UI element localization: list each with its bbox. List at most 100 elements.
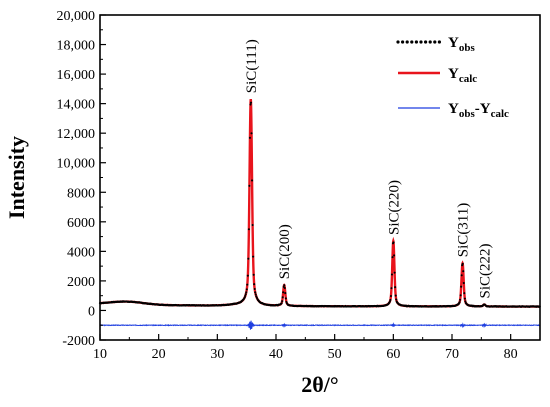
yobs-point [392,241,395,244]
y-tick-label: 0 [88,304,95,319]
legend-label-part: obs [459,42,476,54]
plot-frame [99,14,541,341]
yobs-point [461,262,464,265]
yobs-point [390,287,393,290]
yobs-point [247,257,250,260]
yobs-point [284,292,287,295]
yobs-point [253,283,256,286]
x-axis-title: 2θ/° [301,372,338,397]
yobs-point [248,184,251,187]
x-tick-label: 50 [328,347,342,362]
yobs-point [246,283,249,286]
yobs-point [254,291,257,294]
legend-swatch-yobs [424,40,428,44]
yobs-point [393,271,396,274]
yobs-point [463,292,466,295]
y-tick-label: 14,000 [57,98,96,113]
legend-label-part: obs [459,108,476,120]
series-difference-line [99,320,541,330]
series-yobs-points [98,101,541,308]
yobs-point [394,294,397,297]
legend-swatch-yobs [396,40,400,44]
yobs-point [281,296,284,299]
legend-swatch-yobs [428,40,432,44]
x-tick-label: 30 [210,347,224,362]
yobs-point [460,285,463,288]
legend-label: Ycalc [448,66,477,85]
yobs-point [251,179,254,182]
yobs-point [248,136,251,139]
yobs-point [245,288,248,291]
yobs-point [244,293,247,296]
yobs-point [391,256,394,259]
yobs-point [283,286,286,290]
yobs-point [458,301,461,304]
series-ycalc-line [100,99,540,308]
yobs-point [243,296,246,299]
peak-labels: SiC(111) SiC(200) SiC(220) SiC(311) SiC(222) [244,39,493,298]
peak-label: SiC(111) [244,39,260,93]
x-tick-label: 70 [445,347,459,362]
y-tick-label: 10,000 [57,157,96,172]
plot-lines [98,99,541,330]
yobs-point [460,274,463,277]
y-axis-title: Intensity [4,136,29,219]
axis-ticks: 10 20 30 40 50 60 70 80 -2000 0 2000 4000 6000 8000 10… [57,9,518,362]
x-tick-label: 80 [504,347,518,362]
peak-label: SiC(222) [477,243,493,298]
peak-label: SiC(220) [386,180,402,235]
yobs-point [393,254,396,257]
yobs-point [284,297,287,300]
yobs-point [253,287,256,291]
y-tick-label: 6000 [67,216,95,231]
yobs-point [464,300,467,303]
yobs-point [395,298,398,301]
legend-label-part: Y [448,101,459,117]
yobs-point [280,302,283,305]
y-tick-label: 20,000 [57,9,96,24]
yobs-point [282,291,285,294]
yobs-point [252,273,255,276]
legend-swatch-yobs [437,40,441,44]
yobs-point [283,284,286,287]
y-tick-label: 8000 [67,186,95,201]
yobs-point [247,228,250,231]
legend-swatch-yobs [419,40,423,44]
legend-label: Yobs-Ycalc [448,101,509,120]
yobs-point [249,103,252,106]
yobs-point [459,298,462,301]
y-tick-label: 16,000 [57,68,96,83]
legend-label-part: calc [491,108,509,120]
peak-label: SiC(311) [456,203,472,257]
yobs-point [394,286,397,289]
x-tick-label: 20 [152,347,166,362]
yobs-point [244,294,247,298]
yobs-point [251,224,254,227]
yobs-point [390,273,394,276]
x-tick-label: 10 [93,347,107,362]
legend-swatch-yobs [414,40,418,44]
y-tick-label: 2000 [67,275,95,290]
y-tick-label: 18,000 [57,39,96,54]
y-tick-label: -2000 [62,334,95,349]
yobs-point [389,298,392,302]
x-tick-label: 60 [386,347,400,362]
yobs-point [462,270,465,273]
legend-label-part: Y [448,66,459,82]
yobs-point [462,281,465,285]
legend-label-part: calc [459,73,477,85]
yobs-point [254,293,257,296]
yobs-point [281,300,284,303]
x-tick-label: 40 [269,347,283,362]
yobs-point [249,101,253,104]
yobs-point [463,297,466,300]
y-tick-label: 4000 [67,245,95,260]
yobs-point [245,291,248,294]
peak-label: SiC(200) [277,224,293,279]
yobs-point [459,294,462,297]
legend-label-part: -Y [475,101,491,117]
yobs-point [246,274,249,277]
legend-swatch-yobs [410,40,414,44]
